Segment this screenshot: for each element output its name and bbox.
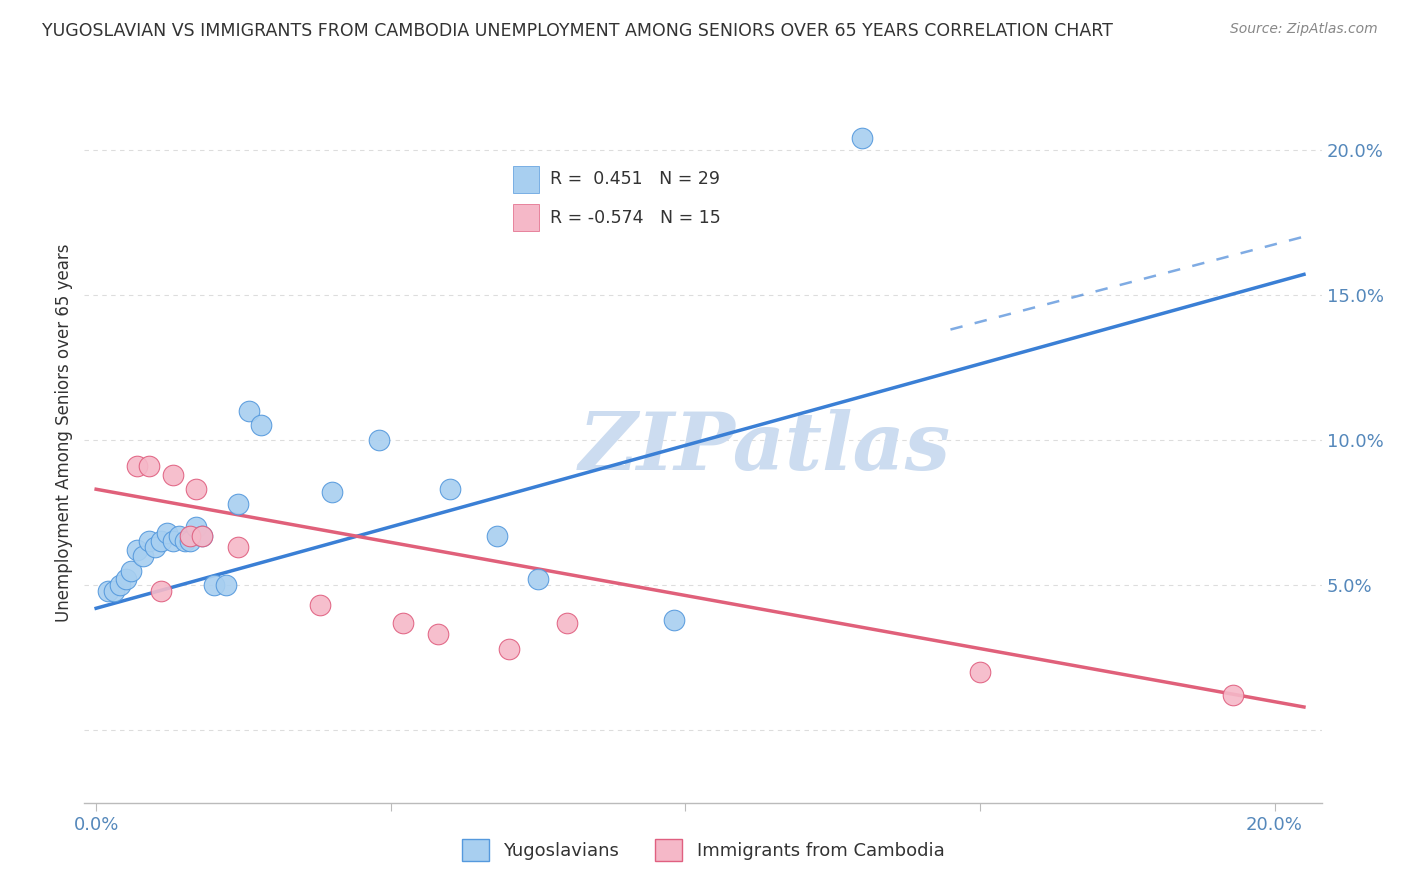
Point [238,404,260,418]
Point [309,599,332,613]
Point [191,529,214,543]
Point [321,485,343,500]
Point [250,418,273,433]
Point [162,467,184,482]
Point [127,458,149,473]
FancyBboxPatch shape [513,204,540,231]
Point [527,572,550,586]
Point [226,541,249,555]
Point [439,482,461,496]
Legend: Yugoslavians, Immigrants from Cambodia: Yugoslavians, Immigrants from Cambodia [454,831,952,868]
Text: ZIPatlas: ZIPatlas [579,409,950,486]
Point [162,534,184,549]
Point [368,433,391,447]
Point [186,482,208,496]
Point [226,497,249,511]
Point [138,458,160,473]
Point [498,641,520,656]
Point [557,615,579,630]
Point [143,541,166,555]
Text: Source: ZipAtlas.com: Source: ZipAtlas.com [1230,22,1378,37]
Point [97,583,120,598]
Point [662,613,685,627]
Y-axis label: Unemployment Among Seniors over 65 years: Unemployment Among Seniors over 65 years [55,244,73,622]
Point [149,583,172,598]
FancyBboxPatch shape [513,166,540,193]
Point [138,534,160,549]
Point [186,520,208,534]
Point [215,578,238,592]
Text: R =  0.451   N = 29: R = 0.451 N = 29 [550,170,720,188]
Point [485,529,508,543]
Point [202,578,225,592]
Text: R = -0.574   N = 15: R = -0.574 N = 15 [550,209,720,227]
Point [179,534,201,549]
Point [121,564,143,578]
Point [191,529,214,543]
Point [179,529,201,543]
Point [1222,689,1244,703]
Point [156,525,179,540]
Point [132,549,155,563]
Point [114,572,136,586]
Text: YUGOSLAVIAN VS IMMIGRANTS FROM CAMBODIA UNEMPLOYMENT AMONG SENIORS OVER 65 YEARS: YUGOSLAVIAN VS IMMIGRANTS FROM CAMBODIA … [42,22,1114,40]
Point [391,615,413,630]
Point [103,583,125,598]
Point [969,665,991,680]
Point [851,131,873,145]
Point [149,534,172,549]
Point [127,543,149,558]
Point [108,578,131,592]
Point [173,534,195,549]
Point [426,627,449,641]
Point [167,529,190,543]
